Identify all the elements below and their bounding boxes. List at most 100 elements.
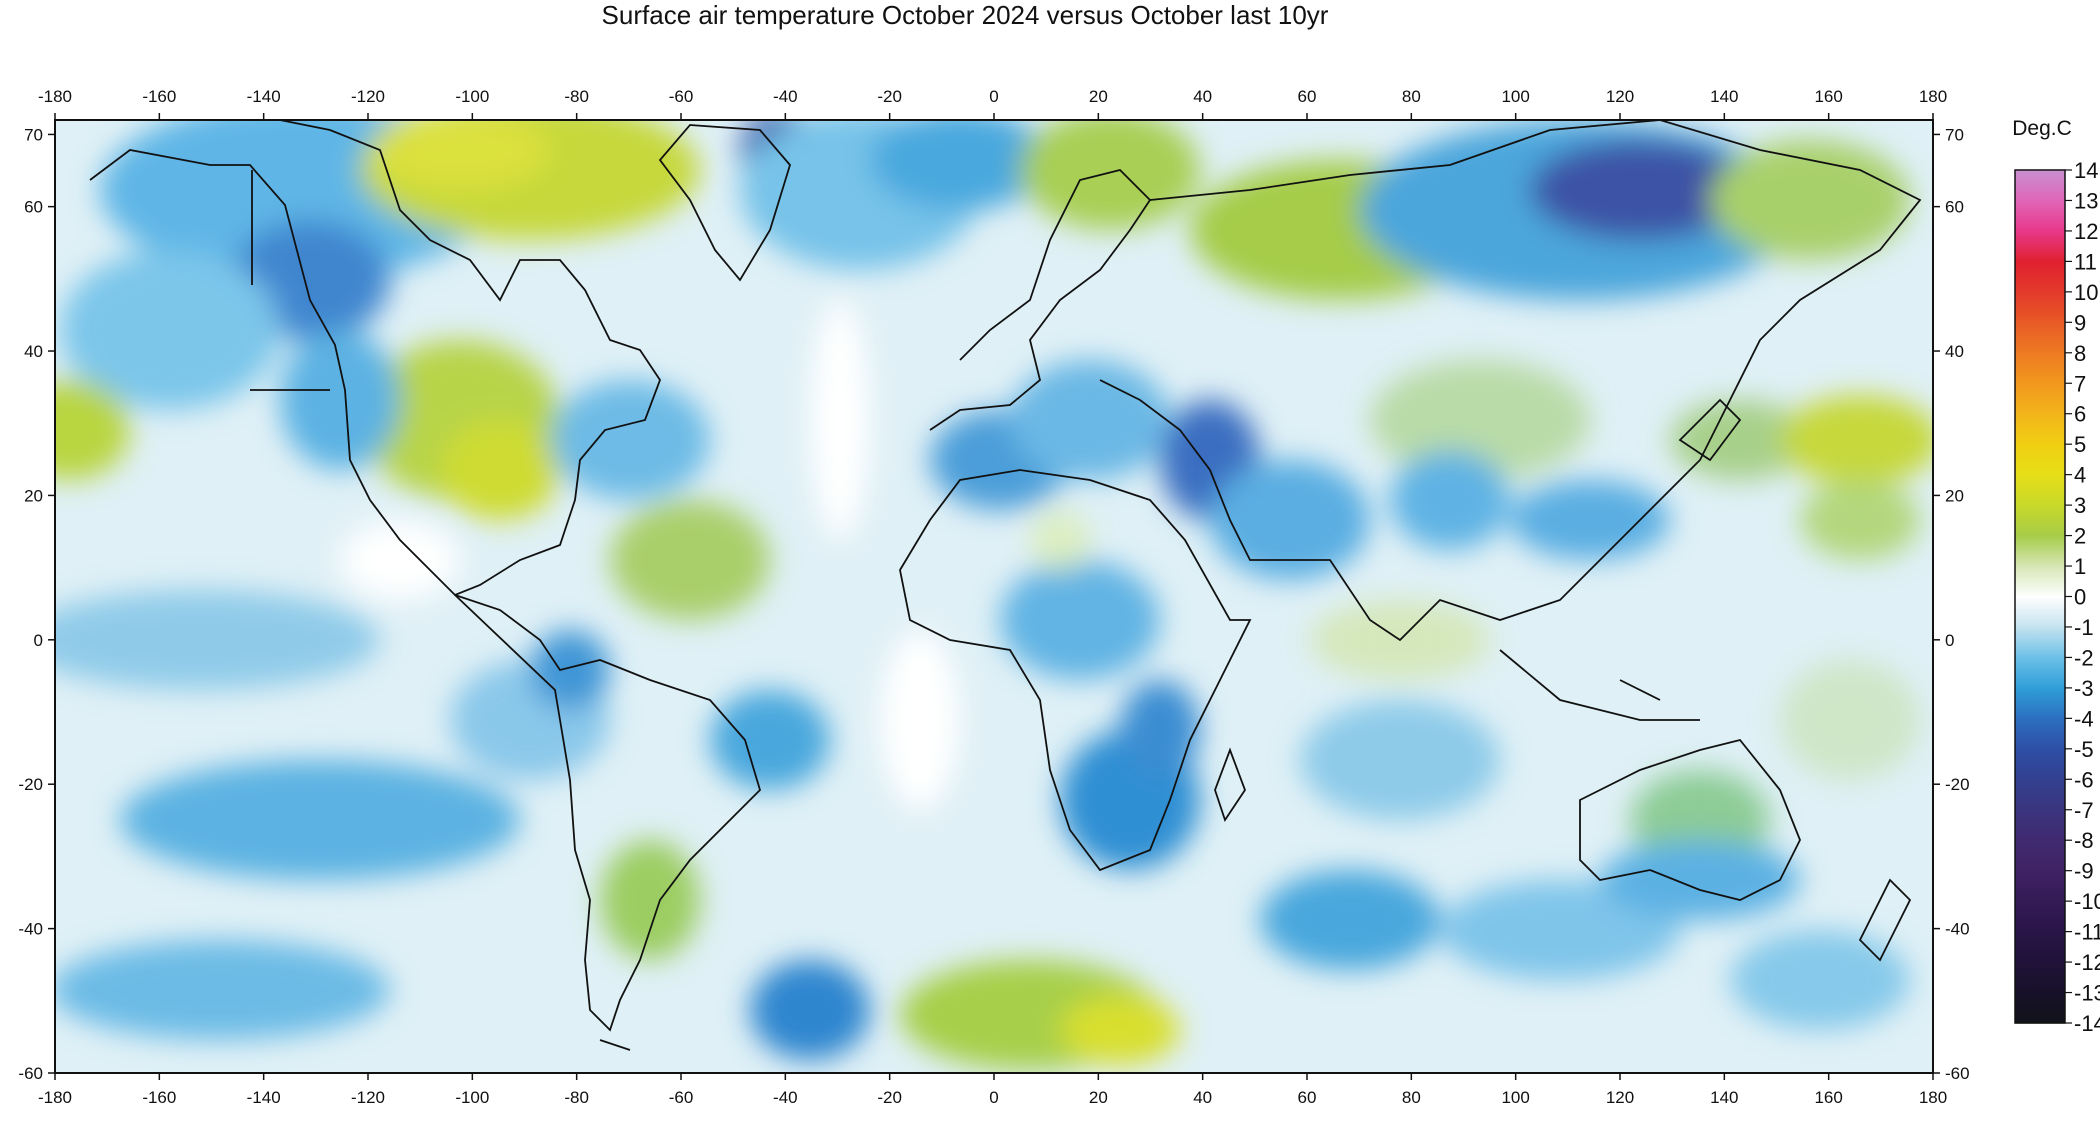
colorbar-label: 9 <box>2074 310 2086 335</box>
lat-tick-label-right: 20 <box>1945 486 1964 505</box>
lon-tick-label-bottom: 0 <box>989 1088 998 1107</box>
colorbar-unit: Deg.C <box>2012 117 2072 140</box>
colorbar-swatch <box>2015 687 2065 719</box>
colorbar-label: -4 <box>2074 706 2094 731</box>
colorbar-label: -11 <box>2074 920 2100 945</box>
lat-tick-label-left: 0 <box>34 631 43 650</box>
colorbar-label: -14 <box>2074 1011 2100 1036</box>
lon-tick-label-bottom: -140 <box>247 1088 281 1107</box>
colorbar: Deg.C 14131211109876543210-1-2-3-4-5-6-7… <box>2012 117 2100 1036</box>
colorbar-swatch <box>2015 413 2065 445</box>
lat-tick-label-right: 60 <box>1945 198 1964 217</box>
colorbar-swatch <box>2015 596 2065 628</box>
colorbar-label: 11 <box>2074 249 2097 274</box>
lon-tick-label-top: -80 <box>564 87 589 106</box>
lon-tick-label-top: 0 <box>989 87 998 106</box>
lon-tick-label-top: 160 <box>1814 87 1842 106</box>
lat-tick-label-left: -20 <box>18 775 43 794</box>
colorbar-label: 5 <box>2074 432 2086 457</box>
colorbar-swatch <box>2015 962 2065 994</box>
lon-tick-label-bottom: -20 <box>877 1088 902 1107</box>
lon-tick-label-top: 60 <box>1298 87 1317 106</box>
lon-tick-label-top: 180 <box>1919 87 1947 106</box>
colorbar-label: 13 <box>2074 188 2098 213</box>
colorbar-swatch <box>2015 779 2065 811</box>
lon-tick-label-top: 140 <box>1710 87 1738 106</box>
lon-tick-label-bottom: -180 <box>38 1088 72 1107</box>
lon-tick-label-top: -20 <box>877 87 902 106</box>
lat-tick-label-left: 60 <box>24 198 43 217</box>
lat-tick-label-left: 70 <box>24 125 43 144</box>
colorbar-label: 8 <box>2074 341 2086 366</box>
colorbar-swatch <box>2015 261 2065 293</box>
colorbar-label: -2 <box>2074 645 2094 670</box>
colorbar-label: 6 <box>2074 402 2086 427</box>
lon-tick-label-bottom: -40 <box>773 1088 798 1107</box>
lon-tick-label-bottom: 40 <box>1193 1088 1212 1107</box>
lon-tick-label-top: -40 <box>773 87 798 106</box>
colorbar-label: 10 <box>2074 280 2098 305</box>
lat-tick-label-right: 40 <box>1945 342 1964 361</box>
colorbar-swatch <box>2015 291 2065 323</box>
colorbar-swatch <box>2015 840 2065 872</box>
lon-tick-label-top: -60 <box>669 87 694 106</box>
lat-tick-label-right: -20 <box>1945 775 1970 794</box>
lat-tick-label-right: -40 <box>1945 920 1970 939</box>
colorbar-swatch <box>2015 170 2065 202</box>
lon-tick-label-top: -100 <box>455 87 489 106</box>
lon-tick-label-top: 80 <box>1402 87 1421 106</box>
colorbar-label: -3 <box>2074 676 2094 701</box>
colorbar-swatch <box>2015 931 2065 963</box>
lon-tick-label-top: 20 <box>1089 87 1108 106</box>
lon-tick-label-bottom: 80 <box>1402 1088 1421 1107</box>
colorbar-label: -9 <box>2074 859 2094 884</box>
lon-tick-label-top: 100 <box>1501 87 1529 106</box>
colorbar-swatch <box>2015 535 2065 567</box>
colorbar-label: 1 <box>2074 554 2086 579</box>
colorbar-swatch <box>2015 566 2065 598</box>
colorbar-label: -13 <box>2074 981 2100 1006</box>
colorbar-swatch <box>2015 230 2065 262</box>
colorbar-label: -1 <box>2074 615 2094 640</box>
lon-tick-label-bottom: -160 <box>142 1088 176 1107</box>
lat-tick-label-left: 40 <box>24 342 43 361</box>
colorbar-swatch <box>2015 901 2065 933</box>
lon-axis: -180 -180 -160 -160 -140 -140 -120 -120 -100 -100… <box>38 87 1947 1107</box>
colorbar-swatch <box>2015 992 2065 1024</box>
coastlines <box>89 120 1922 1051</box>
lon-tick-label-bottom: -60 <box>669 1088 694 1107</box>
colorbar-label: -8 <box>2074 828 2094 853</box>
lon-tick-label-top: -140 <box>247 87 281 106</box>
lon-tick-label-bottom: 140 <box>1710 1088 1738 1107</box>
colorbar-label: 14 <box>2074 158 2098 183</box>
colorbar-label: -10 <box>2074 889 2100 914</box>
colorbar-swatch <box>2015 809 2065 841</box>
lat-tick-label-right: 70 <box>1945 125 1964 144</box>
lat-tick-label-left: 20 <box>24 486 43 505</box>
lon-tick-label-bottom: -80 <box>564 1088 589 1107</box>
colorbar-swatch <box>2015 657 2065 689</box>
lon-tick-label-top: 40 <box>1193 87 1212 106</box>
colorbar-swatch <box>2015 718 2065 750</box>
map-title: Surface air temperature October 2024 ver… <box>601 0 1329 30</box>
lon-tick-label-bottom: -100 <box>455 1088 489 1107</box>
colorbar-swatch <box>2015 474 2065 506</box>
colorbar-swatch <box>2015 626 2065 659</box>
colorbar-swatch <box>2015 383 2065 415</box>
lat-tick-label-left: -40 <box>18 920 43 939</box>
colorbar-label: 7 <box>2074 371 2086 396</box>
colorbar-label: 0 <box>2074 585 2086 610</box>
colorbar-label: -7 <box>2074 798 2094 823</box>
colorbar-label: 12 <box>2074 219 2098 244</box>
lon-tick-label-top: 120 <box>1606 87 1634 106</box>
lon-tick-label-bottom: 120 <box>1606 1088 1634 1107</box>
lat-tick-label-right: 0 <box>1945 631 1954 650</box>
lon-tick-label-top: -180 <box>38 87 72 106</box>
colorbar-label: -12 <box>2074 950 2100 975</box>
colorbar-swatch <box>2015 352 2065 384</box>
lon-tick-label-bottom: -120 <box>351 1088 385 1107</box>
lat-tick-label-right: -60 <box>1945 1064 1970 1083</box>
colorbar-label: 4 <box>2074 463 2086 488</box>
colorbar-label: 3 <box>2074 493 2086 518</box>
